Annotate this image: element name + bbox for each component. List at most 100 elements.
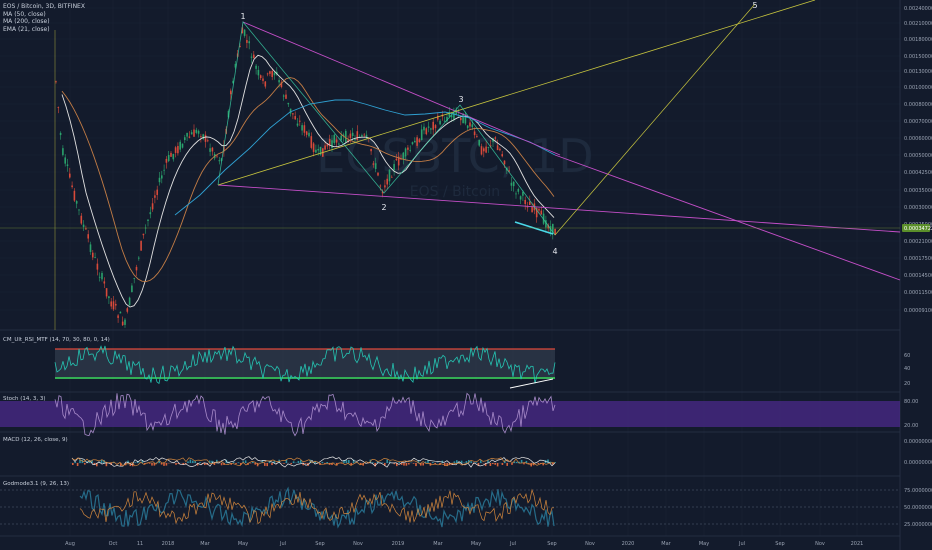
ma200-line — [174, 99, 556, 216]
macd-histogram-bar — [314, 460, 316, 463]
candle-body — [519, 196, 522, 200]
candle-body — [105, 288, 108, 297]
price-axis: 0.00240000 0.00210000 0.00180000 0.00150000… — [902, 6, 932, 314]
candle-body — [218, 160, 221, 162]
stoch-band — [0, 401, 900, 427]
wave-label-5: 5 — [752, 1, 757, 10]
price-tick-label: 0.00011500 — [904, 290, 932, 296]
macd-histogram-bar — [211, 460, 213, 463]
candle-body — [328, 139, 331, 146]
price-tick-label: 0.00210000 — [904, 21, 932, 27]
macd-histogram-bar — [220, 463, 223, 466]
macd-histogram-bar — [516, 461, 518, 463]
candle-body — [333, 134, 336, 144]
candle-body — [473, 131, 476, 136]
candle-body — [280, 82, 283, 88]
candle-body — [345, 130, 347, 143]
candle-body — [384, 185, 386, 188]
candle-body — [342, 134, 345, 137]
candle-body — [524, 199, 526, 205]
macd-histogram-bar — [158, 460, 160, 463]
candle-body — [393, 164, 395, 171]
macd-histogram-bar — [513, 461, 516, 463]
price-tick-label: 0.00014500 — [904, 273, 932, 279]
candle-body — [312, 143, 315, 152]
macd-histogram-bar — [465, 461, 468, 463]
candle-body — [142, 233, 145, 236]
time-tick-label: 2020 — [622, 541, 635, 547]
candle-body — [372, 163, 375, 165]
macd-histogram-bar — [297, 460, 300, 463]
macd-histogram-bar — [523, 463, 525, 465]
stoch-tick-label: 20.00 — [904, 423, 918, 429]
legend-ema21: EMA (21, close) — [3, 25, 50, 33]
grid — [0, 0, 900, 536]
candle-body — [450, 115, 453, 118]
time-tick-label: May — [699, 541, 709, 547]
candle-body — [439, 120, 441, 125]
candle-body — [202, 134, 204, 139]
candle-body — [529, 201, 531, 205]
macd-histogram-bar — [412, 463, 415, 464]
candle-body — [324, 145, 326, 150]
candle-body — [303, 125, 306, 133]
macd-histogram-bar — [79, 459, 81, 463]
chart-legend: EOS / Bitcoin, 3D, BITFINEX MA (50, clos… — [3, 3, 85, 33]
macd-histogram-bar — [552, 463, 554, 465]
price-tick-label: 0.00050000 — [904, 153, 932, 159]
rsi-tick-label: 20 — [904, 381, 910, 387]
candle-body — [349, 133, 352, 138]
macd-histogram-bar — [144, 463, 146, 465]
macd-histogram-bar — [235, 463, 237, 464]
candle-body — [211, 147, 214, 152]
price-tick-label: 0.00042500 — [904, 170, 932, 176]
godmode-tick-label: 50.00000000 — [904, 505, 932, 511]
godmode-panel-label: Godmode3.1 (9, 26, 13) — [3, 481, 69, 487]
macd-histogram-bar — [96, 463, 98, 467]
time-axis: Aug Oct 11 2018 Mar May Jul Sep Nov 2019 Mar May Jul… — [65, 541, 863, 547]
candle-body — [278, 80, 280, 83]
macd-histogram-bar — [484, 463, 487, 467]
candle-body — [264, 81, 267, 87]
macd-histogram-bar — [487, 459, 489, 463]
candle-body — [331, 140, 333, 149]
macd-histogram-bar — [525, 460, 528, 463]
macd-histogram-bar — [348, 460, 350, 463]
macd-histogram-bar — [520, 459, 523, 463]
macd-histogram-bar — [321, 461, 324, 463]
candle-body — [432, 121, 434, 130]
candle-body — [361, 135, 363, 137]
macd-histogram-bar — [165, 463, 168, 466]
time-tick-label: Mar — [200, 541, 210, 547]
candle-body — [167, 155, 170, 162]
candle-body — [496, 145, 499, 151]
macd-histogram-bar — [489, 463, 492, 466]
drawings: 1 2 3 4 5 — [0, 0, 901, 281]
candle-body — [259, 75, 262, 79]
candle-body — [186, 132, 188, 137]
wave-label-3: 3 — [458, 95, 463, 104]
candle-body — [174, 147, 177, 153]
candle-body — [478, 139, 480, 146]
candle-body — [154, 195, 156, 198]
candle-body — [522, 191, 524, 196]
macd-histogram-bar — [91, 459, 93, 463]
candle-body — [538, 208, 540, 211]
last-price-badge — [902, 224, 930, 232]
candle-body — [351, 132, 354, 136]
time-tick-label: Sep — [547, 541, 556, 547]
candle-body — [195, 129, 198, 133]
price-tick-label: 0.00070000 — [904, 119, 932, 125]
candle-body — [273, 72, 276, 76]
rsi-tick-label: 40 — [904, 366, 910, 372]
macd-histogram-bar — [134, 462, 136, 463]
candle-body — [335, 139, 338, 143]
candle-body — [200, 136, 202, 137]
candle-body — [545, 220, 547, 228]
candle-body — [404, 148, 407, 157]
macd-histogram-bar — [405, 463, 408, 466]
macd-tick-label: 0.00000000 — [904, 439, 932, 445]
legend-symbol: EOS / Bitcoin, 3D, BITFINEX — [3, 3, 85, 10]
candle-body — [266, 73, 269, 75]
